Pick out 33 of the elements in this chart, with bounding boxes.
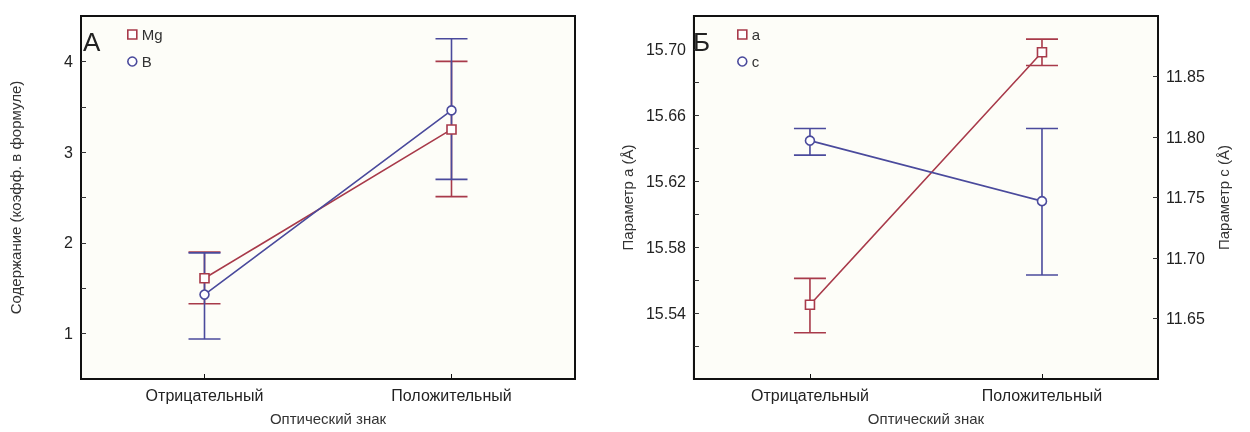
chart-title: Б <box>693 27 711 57</box>
y-tick-label: 15.62 <box>645 172 687 190</box>
y2-tick-label: 11.80 <box>1166 128 1205 146</box>
point <box>199 289 210 300</box>
legend-label: a <box>751 26 761 43</box>
y-tick-label: 15.58 <box>645 238 687 256</box>
y2-tick-label: 11.85 <box>1166 68 1205 85</box>
legend-label: c <box>751 53 760 70</box>
point <box>446 124 457 135</box>
legend-label: B <box>141 53 152 70</box>
y2-tick-label: 11.70 <box>1166 249 1205 267</box>
y-tick-label: 2 <box>64 234 74 252</box>
point <box>446 105 457 116</box>
x-tick-label: Отрицательный <box>145 386 264 404</box>
x-tick-label: Положительный <box>391 386 512 404</box>
x-axis-title: Оптический знак <box>867 410 985 427</box>
y-tick-label: 3 <box>64 143 74 161</box>
x-axis-title: Оптический знак <box>269 410 387 427</box>
x-tick-label: Положительный <box>981 386 1103 404</box>
y-tick-label: 1 <box>64 325 74 343</box>
legend-label: Mg <box>141 26 163 43</box>
y-tick-label: 15.70 <box>645 40 687 58</box>
y-tick-label: 15.66 <box>645 106 687 124</box>
y2-tick-label: 11.65 <box>1166 310 1205 327</box>
y2-axis-title: Параметр c (Å) <box>1215 144 1232 251</box>
y-axis-title: Содержание (коэфф. в формуле) <box>7 80 24 315</box>
chart-title: А <box>83 27 101 57</box>
point <box>199 272 210 284</box>
x-tick-label: Отрицательный <box>751 386 869 404</box>
y-axis-title: Параметр a (Å) <box>619 144 636 251</box>
y-tick-label: 4 <box>64 52 74 70</box>
y2-tick-label: 11.75 <box>1166 189 1205 206</box>
y-tick-label: 15.54 <box>645 304 687 322</box>
